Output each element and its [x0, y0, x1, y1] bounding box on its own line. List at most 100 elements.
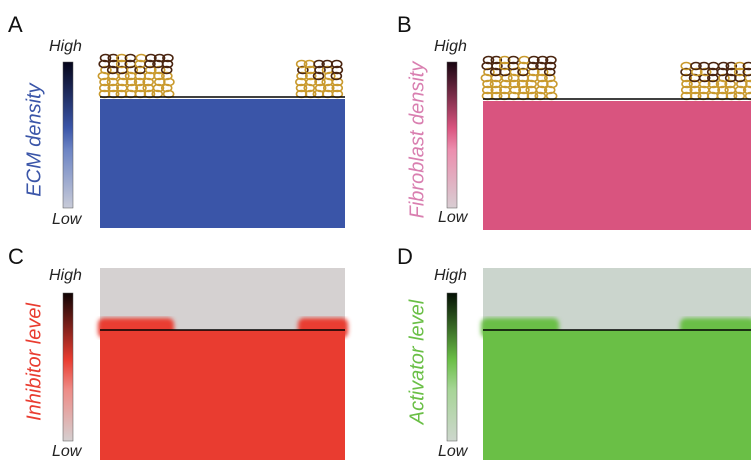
cell: [726, 67, 738, 77]
cell: [107, 83, 120, 93]
cell: [535, 85, 548, 95]
cell: [115, 59, 128, 69]
cell: [680, 85, 693, 95]
colorbar: [446, 61, 458, 209]
cell: [717, 85, 729, 95]
cell: [482, 79, 494, 89]
low-label: Low: [438, 443, 469, 460]
cell: [733, 67, 746, 77]
cell: [501, 73, 513, 83]
high-label: High: [434, 267, 467, 284]
cell: [528, 55, 540, 65]
cell: [99, 77, 111, 87]
cell: [527, 61, 539, 71]
cell: [525, 79, 537, 89]
high-label: High: [49, 38, 82, 55]
cell: [689, 85, 702, 95]
cell: [331, 77, 344, 87]
panel-a: A High Low ECM density: [8, 12, 345, 228]
cell: [681, 79, 693, 89]
cell: [707, 73, 719, 83]
cell: [153, 65, 166, 75]
cell: [482, 55, 495, 65]
cell: [296, 71, 308, 81]
cell: [154, 77, 166, 87]
high-label: High: [434, 38, 467, 55]
cell: [498, 61, 511, 71]
low-label: Low: [52, 211, 83, 228]
cell-cluster: [480, 55, 751, 101]
cell: [536, 67, 549, 77]
panel-c: C High Low Inhibitor level: [8, 244, 348, 460]
colorbar: [62, 292, 74, 442]
colorbar: [446, 292, 458, 442]
cell: [295, 83, 308, 93]
cell: [160, 65, 173, 75]
cell: [314, 65, 326, 75]
cell: [499, 79, 512, 89]
axis-label: ECM density: [23, 82, 45, 196]
panel-letter: B: [397, 12, 412, 37]
cell: [314, 77, 326, 87]
cell: [508, 79, 521, 89]
cell: [100, 65, 112, 75]
cell: [690, 61, 702, 71]
cell: [126, 83, 139, 93]
cell: [690, 67, 703, 77]
cell: [98, 83, 111, 93]
field: [483, 101, 751, 230]
cell: [680, 73, 693, 83]
cell: [144, 59, 156, 69]
panel-d: D High Low Activator level: [397, 244, 751, 460]
cell: [330, 59, 343, 69]
cell: [717, 61, 730, 71]
cell: [742, 67, 751, 77]
cell: [305, 77, 318, 87]
cell: [536, 73, 548, 83]
cell: [483, 67, 495, 77]
cell: [724, 79, 736, 89]
cell: [718, 73, 730, 83]
cell: [144, 65, 157, 75]
cell: [537, 79, 549, 89]
cell: [124, 53, 137, 63]
cell: [507, 55, 520, 65]
cell: [161, 71, 173, 81]
cell: [116, 77, 129, 87]
panel-letter: C: [8, 244, 24, 269]
cell: [161, 59, 174, 69]
colorbar: [62, 61, 74, 209]
cell: [153, 53, 166, 63]
cell: [313, 59, 325, 69]
cell: [527, 67, 540, 77]
panel-letter: D: [397, 244, 413, 269]
cell: [734, 85, 747, 95]
field: [100, 330, 345, 460]
cell: [708, 85, 721, 95]
cell: [118, 71, 130, 81]
cell: [297, 65, 309, 75]
cell: [536, 55, 549, 65]
cell: [115, 53, 128, 63]
cell: [733, 61, 746, 71]
cell: [135, 83, 147, 93]
cell: [544, 73, 556, 83]
cell: [142, 77, 154, 87]
high-label: High: [49, 267, 82, 284]
cell-cluster: [97, 53, 344, 99]
cell: [490, 85, 503, 95]
panel-letter: A: [8, 12, 23, 37]
cell: [736, 79, 748, 89]
cell: [152, 83, 165, 93]
field: [100, 99, 345, 228]
cell: [490, 55, 503, 65]
cell: [330, 71, 343, 81]
cell: [698, 73, 711, 83]
cell: [107, 53, 120, 63]
cell: [481, 85, 494, 95]
cell: [699, 67, 712, 77]
cell: [145, 53, 157, 63]
cell: [491, 61, 503, 71]
cell: [742, 61, 751, 71]
